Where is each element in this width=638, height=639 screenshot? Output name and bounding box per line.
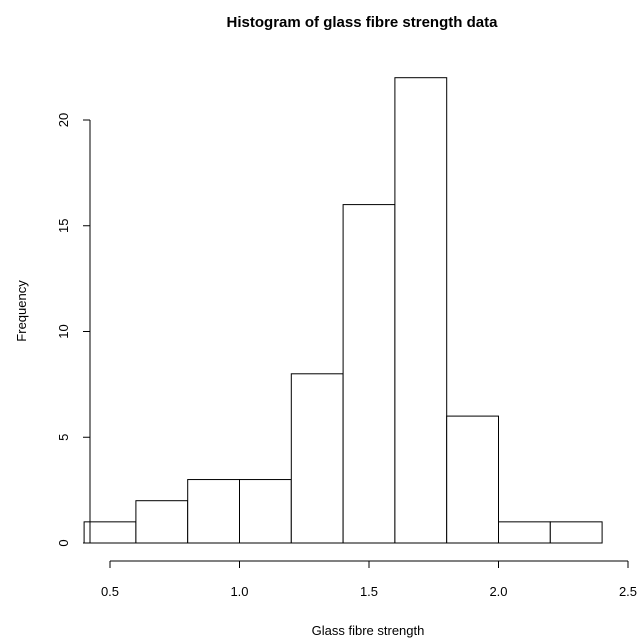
y-tick-label: 5 [56,434,71,441]
histogram-bar [239,479,292,544]
y-tick-label: 0 [56,539,71,546]
x-tick-label: 1.5 [360,584,378,599]
histogram-bar [549,521,603,544]
x-axis: 0.5 1.0 1.5 2.0 2.5 [101,560,637,599]
y-tick-label: 10 [56,324,71,338]
histogram-bar [394,77,448,544]
x-tick-label: 2.0 [489,584,507,599]
y-tick-label: 15 [56,219,71,233]
x-axis-label: Glass fibre strength [312,623,425,638]
x-tick-label: 2.5 [619,584,637,599]
histogram-bar [135,500,189,544]
x-tick-label: 0.5 [101,584,119,599]
y-axis-label: Frequency [14,280,29,342]
histogram-bar [290,373,344,544]
x-tick-label: 1.0 [230,584,248,599]
histogram-bar [498,521,551,544]
histogram-bar [83,521,137,544]
y-tick-label: 20 [56,113,71,127]
histogram-bar [187,479,240,544]
y-axis: 0 5 10 15 20 [56,113,91,547]
histogram-bar [342,204,396,544]
chart-title: Histogram of glass fibre strength data [227,14,499,31]
histogram-bars [83,77,603,544]
histogram-bar [446,415,500,544]
